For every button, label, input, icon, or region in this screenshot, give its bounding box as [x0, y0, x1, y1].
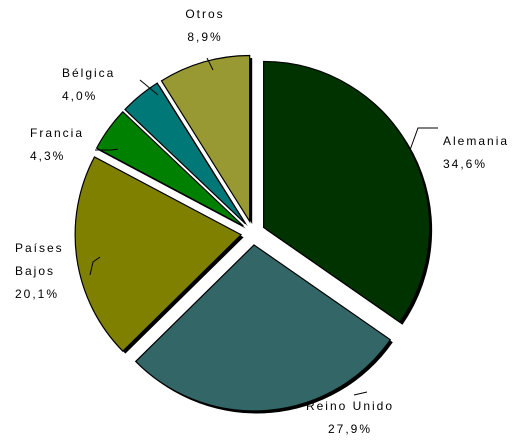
slice-value-label-paises-bajos: 20,1% [15, 287, 59, 301]
leader-line-paises-bajos [89, 256, 101, 276]
slice-value-label-francia: 4,3% [30, 149, 65, 163]
slice-name-label-reino-unido: Reino Unido [306, 399, 394, 413]
pie-slice-francia [95, 110, 244, 227]
pie-slice-otros [160, 54, 251, 224]
slice-value-label-alemania: 34,6% [443, 157, 487, 171]
leader-lines [89, 57, 438, 396]
pie-slice-paises-bajos [74, 156, 243, 353]
slice-value-label-otros: 8,9% [187, 30, 222, 44]
pie-slice-reino-unido [134, 244, 392, 412]
slice-labels: Alemania 34,6% Reino Unido 27,9% Países Bajos… [15, 7, 509, 436]
slice-name-label-alemania: Alemania [443, 134, 509, 148]
slice-name-label-belgica: Bélgica [62, 66, 115, 80]
pie-slice-alemania [263, 60, 431, 324]
pie-slice-belgica [124, 82, 246, 225]
leader-line-alemania [409, 127, 438, 151]
slice-value-label-reino-unido: 27,9% [328, 422, 372, 436]
pie-slices [74, 54, 433, 414]
leader-line-reino-unido [353, 391, 368, 396]
leader-line-belgica [139, 79, 159, 96]
slice-name-label-francia: Francia [30, 126, 84, 140]
slice-name-label-paises-bajos: Bajos [15, 264, 55, 278]
slice-value-label-belgica: 4,0% [62, 89, 97, 103]
slice-name-label-otros: Otros [185, 7, 224, 21]
slice-name-label-paises-bajos: Países [15, 241, 64, 255]
leader-line-francia [95, 148, 119, 151]
leader-line-otros [206, 57, 214, 71]
